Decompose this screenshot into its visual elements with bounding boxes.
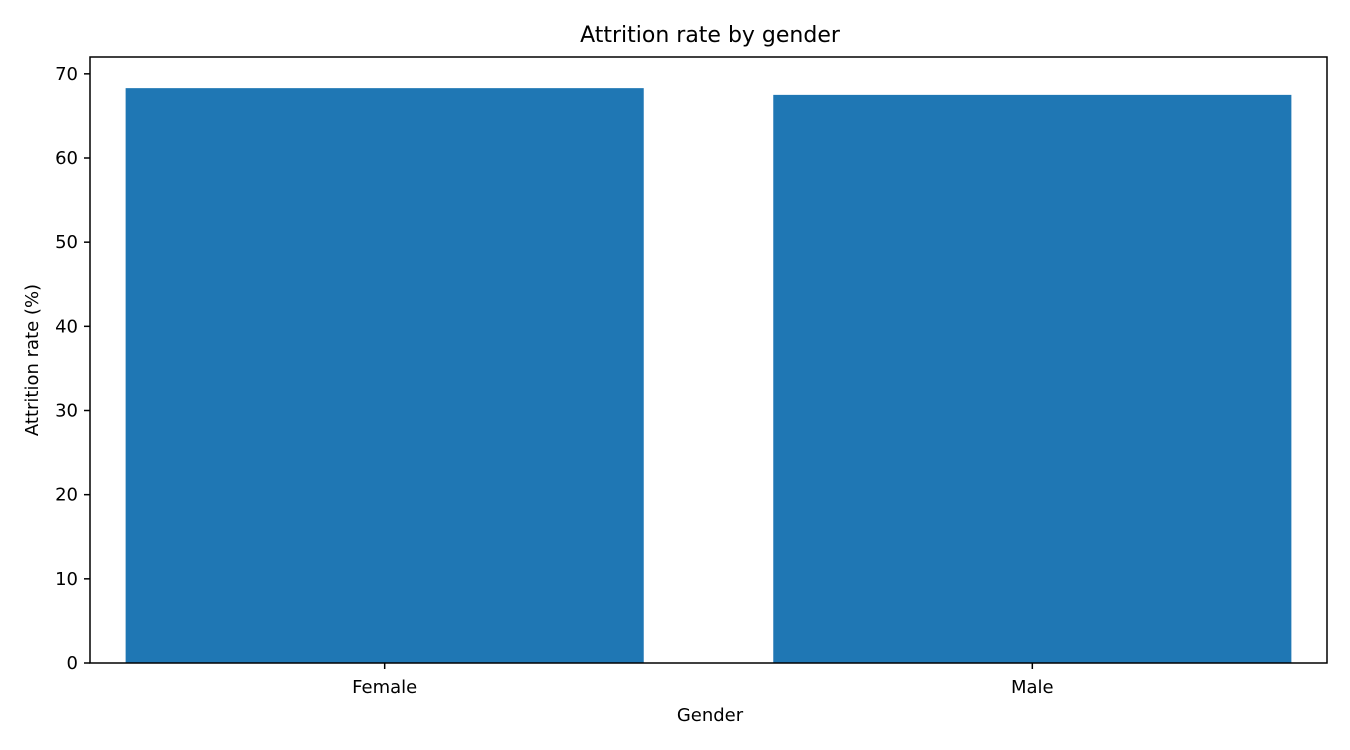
bars-group xyxy=(125,88,1292,664)
y-tick-label: 0 xyxy=(67,653,78,674)
y-tick-label: 50 xyxy=(55,232,78,253)
y-tick-label: 10 xyxy=(55,569,78,590)
x-tick-label: Male xyxy=(1011,677,1054,698)
plot-frame xyxy=(89,56,1328,664)
y-tick-label: 40 xyxy=(55,316,78,337)
x-axis-label: Gender xyxy=(677,705,744,726)
y-axis-label: Attrition rate (%) xyxy=(22,284,43,436)
y-tick-label: 20 xyxy=(55,485,78,506)
y-tick-label: 30 xyxy=(55,401,78,422)
bar-female xyxy=(125,88,644,664)
chart-title: Attrition rate by gender xyxy=(580,23,841,48)
x-tick-label: Female xyxy=(352,677,417,698)
y-tick-label: 60 xyxy=(55,148,78,169)
x-axis-ticks: Female Male xyxy=(352,663,1054,698)
bar-male xyxy=(773,94,1292,663)
y-axis-ticks: 0 10 20 30 40 50 60 70 xyxy=(55,64,90,674)
y-tick-label: 70 xyxy=(55,64,78,85)
